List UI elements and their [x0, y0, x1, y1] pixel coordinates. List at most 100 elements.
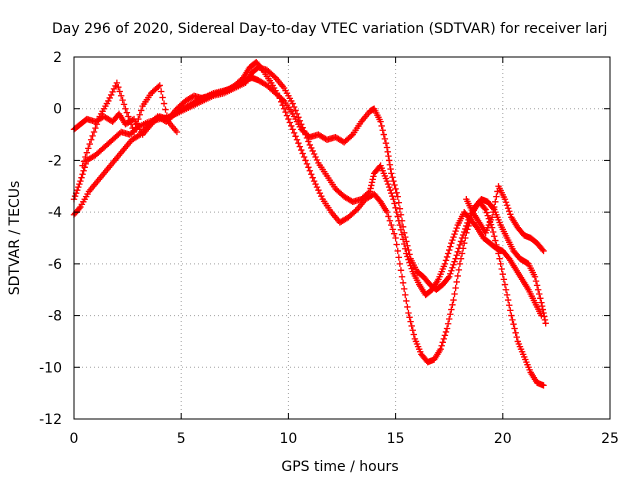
data-point: [407, 262, 414, 269]
data-point: [533, 282, 541, 289]
data-point: [383, 144, 391, 151]
data-point: [397, 267, 405, 274]
data-point: [394, 213, 401, 220]
data-point: [541, 316, 549, 324]
data-point: [452, 255, 459, 262]
data-point: [397, 211, 405, 218]
data-point: [393, 241, 400, 248]
data-point: [385, 213, 392, 220]
data-point: [509, 316, 516, 324]
data-point: [308, 144, 315, 152]
data-point: [76, 205, 83, 212]
data-point: [78, 174, 85, 181]
data-point: [449, 301, 456, 308]
data-point: [352, 207, 359, 215]
x-axis-label: GPS time / hours: [281, 459, 398, 475]
x-tick-label: 0: [70, 431, 79, 447]
data-point: [290, 103, 298, 111]
data-point: [402, 291, 409, 299]
data-point: [400, 285, 408, 293]
data-point: [496, 255, 503, 262]
data-point: [105, 97, 112, 105]
data-point: [488, 214, 496, 221]
data-point: [450, 261, 457, 268]
data-point: [387, 165, 394, 173]
data-point: [503, 291, 511, 299]
data-point: [409, 327, 416, 334]
data-point: [368, 179, 376, 186]
data-point: [506, 302, 513, 309]
data-point: [292, 107, 299, 114]
data-point: [493, 241, 500, 249]
data-point: [396, 260, 404, 268]
data-point: [489, 208, 497, 216]
data-point: [507, 211, 514, 218]
data-point: [92, 124, 99, 132]
data-point: [391, 181, 398, 189]
data-point: [513, 333, 520, 341]
data-point: [491, 233, 498, 240]
data-point: [298, 146, 305, 154]
y-tick-label: -8: [48, 309, 62, 325]
data-point: [318, 192, 325, 200]
data-point: [497, 260, 504, 268]
data-point: [452, 227, 459, 235]
data-point: [125, 113, 132, 120]
data-point: [313, 183, 321, 191]
data-point: [123, 109, 131, 116]
data-point: [391, 200, 398, 207]
data-point: [295, 139, 302, 147]
data-point: [95, 117, 102, 124]
data-point: [87, 136, 95, 143]
data-point: [306, 141, 314, 149]
data-point: [300, 127, 308, 135]
data-point: [389, 192, 396, 200]
data-point: [493, 193, 500, 200]
data-point: [283, 112, 291, 119]
data-point: [379, 127, 386, 134]
data-point: [495, 250, 502, 257]
data-point: [107, 91, 115, 99]
data-point: [398, 231, 406, 238]
y-tick-label: -4: [48, 205, 62, 221]
data-point: [368, 182, 375, 189]
data-point: [447, 243, 454, 250]
y-tick-label: -2: [48, 153, 62, 169]
data-point: [508, 312, 515, 319]
data-point: [462, 234, 469, 242]
data-point: [282, 108, 289, 116]
data-point: [447, 311, 454, 318]
data-point: [450, 296, 457, 304]
data-point: [502, 199, 510, 206]
y-tick-label: -12: [39, 412, 62, 428]
data-point: [388, 221, 395, 229]
data-point: [292, 133, 299, 140]
data-point: [390, 177, 397, 185]
data-point: [385, 157, 393, 164]
data-point: [504, 205, 512, 212]
data-point: [453, 224, 460, 232]
data-point: [310, 150, 318, 158]
ticks-layer: [73, 56, 611, 420]
data-point: [126, 117, 133, 124]
data-point: [461, 239, 468, 247]
y-tick-label: -6: [48, 257, 62, 273]
data-point: [456, 241, 464, 249]
data-point: [392, 234, 399, 242]
data-point: [82, 153, 89, 161]
data-point: [398, 273, 406, 280]
data-point: [79, 171, 86, 178]
data-point: [286, 119, 294, 126]
data-point: [538, 299, 545, 306]
x-tick-label: 25: [601, 431, 619, 447]
data-point: [499, 271, 506, 278]
data-point: [534, 286, 542, 293]
data-point: [503, 202, 511, 209]
data-point: [75, 183, 82, 191]
data-point: [392, 204, 399, 212]
data-point: [453, 252, 460, 259]
data-point: [451, 230, 458, 238]
data-point: [444, 250, 452, 257]
data-marks: [70, 58, 549, 389]
